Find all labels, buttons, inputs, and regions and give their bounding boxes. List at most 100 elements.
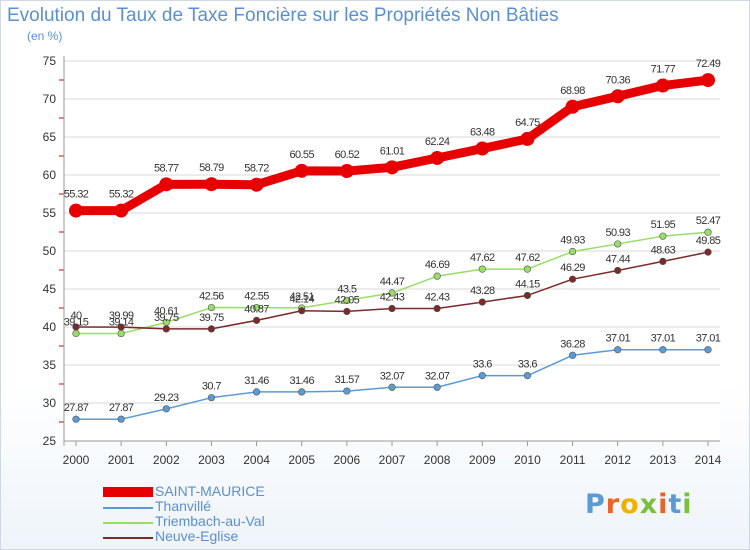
data-label-saint-maurice-2013: 71.77 <box>651 64 676 76</box>
data-label-neuve-eglise-2007: 42.43 <box>380 292 405 304</box>
x-tick-label-2012: 2012 <box>604 453 631 467</box>
x-tick-label-2008: 2008 <box>424 453 451 467</box>
point-thanvill--2007 <box>388 383 396 391</box>
data-label-neuve-eglise-2013: 48.63 <box>651 244 676 256</box>
point-saint-maurice-2014 <box>701 73 715 88</box>
point-triembach-au-val-2012 <box>614 240 622 248</box>
legend-label-neuve-eglise: Neuve-Eglise <box>155 528 239 544</box>
point-thanvill--2004 <box>252 388 261 396</box>
data-label-neuve-eglise-2003: 39.75 <box>199 312 224 324</box>
point-neuve-eglise-2006 <box>343 307 351 316</box>
point-saint-maurice-2007 <box>385 160 399 175</box>
data-label-saint-maurice-2009: 63.48 <box>470 127 495 139</box>
point-saint-maurice-2008 <box>430 150 445 165</box>
data-label-triembach-au-val-2013: 51.95 <box>651 219 676 231</box>
point-triembach-au-val-2001 <box>117 329 125 338</box>
y-tick-label-40: 40 <box>43 320 57 334</box>
data-label-neuve-eglise-2012: 47.44 <box>605 253 630 265</box>
data-label-saint-maurice-2011: 68.98 <box>560 85 585 97</box>
data-label-saint-maurice-2012: 70.36 <box>605 74 630 86</box>
point-thanvill--2011 <box>568 351 577 359</box>
point-saint-maurice-2006 <box>339 164 354 179</box>
point-neuve-eglise-2002 <box>162 325 170 333</box>
data-label-saint-maurice-2000: 55.32 <box>64 189 89 201</box>
x-tick-label-2011: 2011 <box>560 453 586 467</box>
x-tick-label-2014: 2014 <box>695 453 722 467</box>
data-label-thanvill--2010: 33.6 <box>518 359 537 371</box>
point-triembach-au-val-2004 <box>252 304 261 312</box>
point-saint-maurice-2010 <box>520 131 535 146</box>
data-label-neuve-eglise-2001: 39.99 <box>109 310 134 322</box>
point-thanvill--2000 <box>72 415 80 423</box>
y-tick-label-35: 35 <box>43 358 57 372</box>
data-label-neuve-eglise-2004: 40.87 <box>244 303 269 315</box>
data-label-saint-maurice-2002: 58.77 <box>154 162 179 174</box>
point-saint-maurice-2001 <box>114 203 129 218</box>
point-saint-maurice-2004 <box>249 177 264 192</box>
y-tick-label-55: 55 <box>43 206 57 220</box>
x-tick-label-2009: 2009 <box>469 453 496 467</box>
data-label-thanvill--2000: 27.87 <box>64 402 89 414</box>
chart-title: Evolution du Taux de Taxe Foncière sur l… <box>7 5 559 26</box>
point-triembach-au-val-2008 <box>433 272 441 280</box>
point-triembach-au-val-2011 <box>568 247 577 256</box>
data-label-triembach-au-val-2004: 42.55 <box>244 291 269 303</box>
point-triembach-au-val-2003 <box>207 303 216 312</box>
data-label-triembach-au-val-2000: 39.15 <box>64 316 89 328</box>
point-thanvill--2008 <box>433 383 441 391</box>
point-thanvill--2009 <box>478 372 486 380</box>
point-thanvill--2001 <box>117 415 125 423</box>
data-label-neuve-eglise-2014: 49.85 <box>696 235 721 247</box>
legend-label-thanville: Thanvillé <box>155 498 212 514</box>
point-triembach-au-val-2006 <box>343 296 351 305</box>
data-label-neuve-eglise-2002: 39.75 <box>154 312 179 324</box>
x-tick-label-2003: 2003 <box>198 453 225 467</box>
data-label-thanvill--2003: 30.7 <box>202 381 221 393</box>
point-triembach-au-val-2009 <box>478 265 486 273</box>
point-neuve-eglise-2013 <box>659 257 667 266</box>
data-label-triembach-au-val-2002: 40.61 <box>154 305 179 317</box>
point-thanvill--2013 <box>659 346 667 354</box>
point-thanvill--2012 <box>614 346 622 354</box>
point-neuve-eglise-2010 <box>523 291 532 300</box>
y-tick-label-50: 50 <box>43 244 57 258</box>
point-thanvill--2002 <box>162 405 170 413</box>
point-thanvill--2005 <box>298 388 306 396</box>
data-label-triembach-au-val-2012: 50.93 <box>605 227 630 239</box>
data-label-triembach-au-val-2003: 42.56 <box>199 291 224 303</box>
y-tick-label-60: 60 <box>43 168 57 182</box>
data-label-triembach-au-val-2008: 46.69 <box>425 259 450 271</box>
data-label-neuve-eglise-2008: 42.43 <box>425 292 450 304</box>
y-tick-label-65: 65 <box>43 130 57 144</box>
data-label-triembach-au-val-2006: 43.5 <box>337 283 356 295</box>
point-thanvill--2010 <box>523 372 532 380</box>
data-label-thanvill--2012: 37.01 <box>605 333 630 345</box>
data-label-saint-maurice-2006: 60.52 <box>335 149 360 161</box>
data-label-saint-maurice-2003: 58.79 <box>199 162 224 174</box>
x-tick-label-2005: 2005 <box>288 453 315 467</box>
data-label-saint-maurice-2007: 61.01 <box>380 145 405 157</box>
x-tick-label-2004: 2004 <box>243 453 270 467</box>
data-label-thanvill--2008: 32.07 <box>425 370 450 382</box>
x-tick-label-2002: 2002 <box>153 453 180 467</box>
data-label-thanvill--2007: 32.07 <box>380 370 405 382</box>
point-triembach-au-val-2010 <box>523 265 532 273</box>
data-label-thanvill--2004: 31.46 <box>244 375 269 387</box>
point-neuve-eglise-2009 <box>478 298 486 306</box>
data-label-triembach-au-val-2014: 52.47 <box>696 215 721 227</box>
y-tick-label-75: 75 <box>43 54 57 68</box>
point-neuve-eglise-2001 <box>117 323 125 331</box>
data-label-neuve-eglise-2009: 43.28 <box>470 285 495 297</box>
point-triembach-au-val-2000 <box>72 329 80 338</box>
y-tick-label-25: 25 <box>43 434 57 448</box>
data-label-triembach-au-val-2001: 39.14 <box>109 317 134 329</box>
proxiti-logo: Proxiti <box>585 489 693 520</box>
point-triembach-au-val-2014 <box>704 228 712 236</box>
point-saint-maurice-2002 <box>159 177 174 192</box>
data-label-thanvill--2001: 27.87 <box>109 402 134 414</box>
x-tick-label-2006: 2006 <box>334 453 361 467</box>
data-label-triembach-au-val-2010: 47.62 <box>515 252 540 264</box>
y-tick-label-45: 45 <box>43 282 57 296</box>
point-saint-maurice-2003 <box>204 177 219 192</box>
